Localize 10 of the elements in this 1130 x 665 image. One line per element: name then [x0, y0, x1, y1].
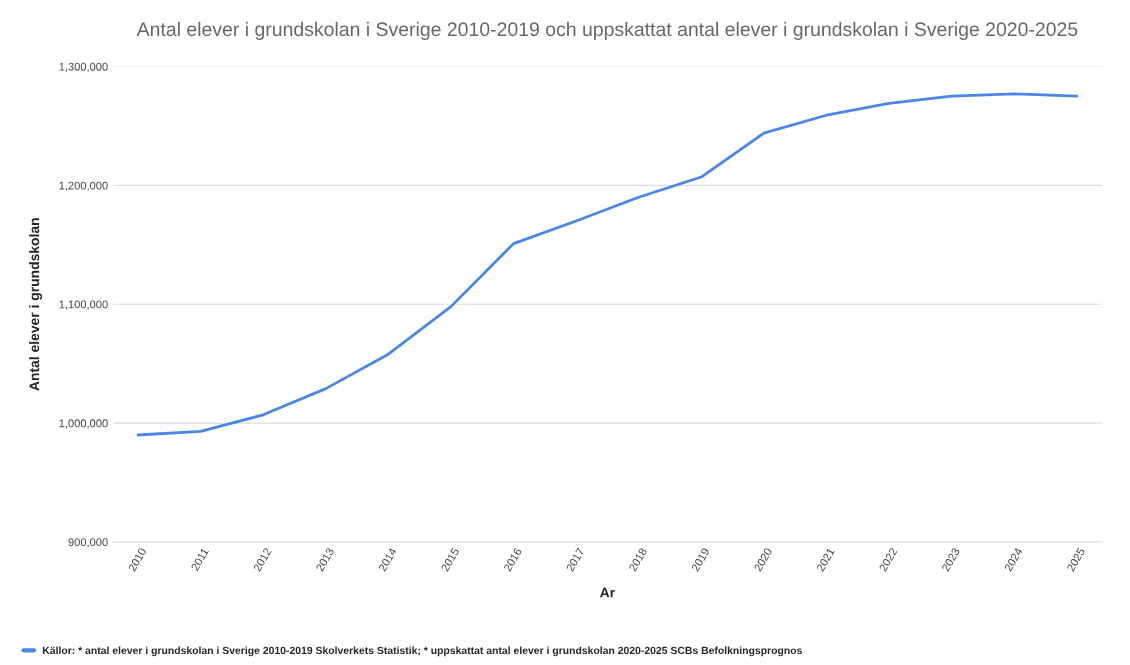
y-axis-title: Antal elever i grundskolan [29, 218, 43, 391]
y-tick-label: 900,000 [68, 538, 108, 548]
line-series [136, 92, 1079, 437]
chart-title: Antal elever i grundskolan i Sverige 2010-2019 och uppskattat antal elever i grundskolan i Sverige 2020-2025 [136, 21, 1078, 40]
y-tick-label: 1,300,000 [59, 62, 108, 72]
legend-label: Källor: * antal elever i grundskolan i Sverige 2010-2019 Skolverkets Statistik; * uppskattat antal elever i grundskolan 2020-2025 SCBs Befolkningsprognos [42, 646, 802, 657]
y-tick-label: 1,100,000 [59, 300, 108, 310]
x-axis-title: Ar [600, 587, 615, 598]
y-tick-label: 1,000,000 [59, 419, 108, 429]
y-tick-label: 1,200,000 [59, 181, 108, 191]
